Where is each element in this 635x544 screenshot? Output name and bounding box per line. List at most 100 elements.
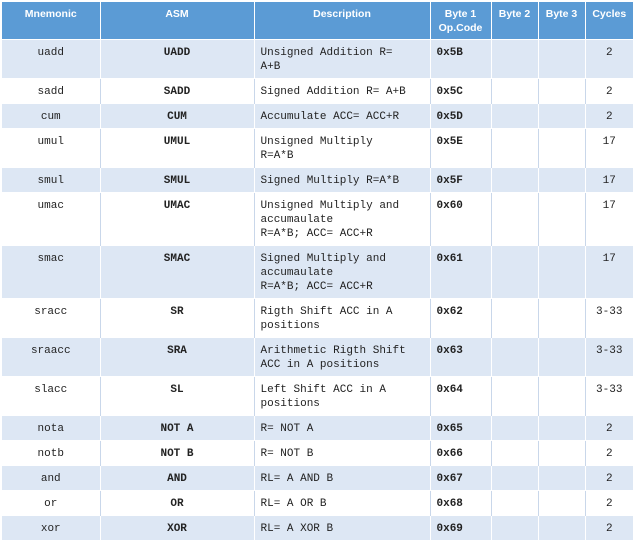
cell-byte3 bbox=[538, 515, 586, 540]
description-line: Arithmetic Rigth Shift bbox=[260, 345, 406, 357]
cell-description: Signed Multiply R=A*B bbox=[254, 167, 431, 193]
cell-byte3 bbox=[538, 440, 586, 466]
cell-cycles: 17 bbox=[585, 128, 633, 168]
cell-cycles: 3-33 bbox=[585, 298, 633, 338]
description-line: positions bbox=[260, 398, 320, 410]
cell-mnemonic: and bbox=[2, 465, 101, 491]
cell-byte1-opcode: 0x69 bbox=[430, 515, 492, 540]
cell-byte2 bbox=[491, 490, 539, 516]
description-line: positions bbox=[260, 320, 320, 332]
description-line: R=A*B bbox=[260, 150, 294, 162]
header-byte2: Byte 2 bbox=[491, 2, 539, 40]
cell-mnemonic: sraacc bbox=[2, 337, 101, 377]
cell-description: RL= A AND B bbox=[254, 465, 431, 491]
cell-cycles: 3-33 bbox=[585, 376, 633, 416]
cell-byte2 bbox=[491, 465, 539, 491]
cell-mnemonic: umul bbox=[2, 128, 101, 168]
table-row: smac SMAC Signed Multiply and accumaulate R=… bbox=[2, 245, 633, 299]
description-line: accumaulate bbox=[260, 214, 334, 226]
description-line: ACC in A positions bbox=[260, 359, 380, 371]
description-line: Signed Multiply R=A*B bbox=[260, 175, 400, 187]
description-line: R= NOT B bbox=[260, 448, 314, 460]
cell-cycles: 2 bbox=[585, 440, 633, 466]
cell-asm: SADD bbox=[100, 78, 255, 104]
cell-description: Left Shift ACC in A positions bbox=[254, 376, 431, 416]
table-row: notb NOT B R= NOT B 0x66 2 bbox=[2, 440, 633, 466]
cell-asm: UMUL bbox=[100, 128, 255, 168]
cell-description: Unsigned Addition R= A+B bbox=[254, 39, 431, 79]
cell-description: Signed Addition R= A+B bbox=[254, 78, 431, 104]
description-line: RL= A XOR B bbox=[260, 523, 334, 535]
cell-byte2 bbox=[491, 440, 539, 466]
cell-byte1-opcode: 0x62 bbox=[430, 298, 492, 338]
cell-description: Accumulate ACC= ACC+R bbox=[254, 103, 431, 129]
cell-byte2 bbox=[491, 515, 539, 540]
cell-byte3 bbox=[538, 128, 586, 168]
cell-asm: UADD bbox=[100, 39, 255, 79]
header-byte3: Byte 3 bbox=[538, 2, 586, 40]
description-line: A+B bbox=[260, 61, 281, 73]
cell-byte2 bbox=[491, 298, 539, 338]
cell-mnemonic: sracc bbox=[2, 298, 101, 338]
cell-byte3 bbox=[538, 78, 586, 104]
table-row: cum CUM Accumulate ACC= ACC+R 0x5D 2 bbox=[2, 103, 633, 129]
table-row: sadd SADD Signed Addition R= A+B 0x5C 2 bbox=[2, 78, 633, 104]
description-line: Accumulate ACC= ACC+R bbox=[260, 111, 400, 123]
description-line: RL= A AND B bbox=[260, 473, 334, 485]
cell-mnemonic: smul bbox=[2, 167, 101, 193]
table-row: uadd UADD Unsigned Addition R= A+B 0x5B 2 bbox=[2, 39, 633, 79]
cell-byte1-opcode: 0x63 bbox=[430, 337, 492, 377]
cell-cycles: 2 bbox=[585, 515, 633, 540]
cell-byte1-opcode: 0x5B bbox=[430, 39, 492, 79]
cell-description: Arithmetic Rigth Shift ACC in A positions bbox=[254, 337, 431, 377]
cell-asm: AND bbox=[100, 465, 255, 491]
cell-byte1-opcode: 0x66 bbox=[430, 440, 492, 466]
description-line: R=A*B; ACC= ACC+R bbox=[260, 228, 373, 240]
header-asm: ASM bbox=[100, 2, 255, 40]
cell-byte2 bbox=[491, 245, 539, 299]
cell-asm: SR bbox=[100, 298, 255, 338]
cell-byte3 bbox=[538, 376, 586, 416]
cell-asm: SRA bbox=[100, 337, 255, 377]
cell-byte3 bbox=[538, 245, 586, 299]
cell-byte3 bbox=[538, 415, 586, 441]
cell-cycles: 17 bbox=[585, 245, 633, 299]
description-line: Unsigned Addition R= bbox=[260, 47, 393, 59]
description-line: RL= A OR B bbox=[260, 498, 327, 510]
cell-cycles: 2 bbox=[585, 415, 633, 441]
cell-description: Rigth Shift ACC in A positions bbox=[254, 298, 431, 338]
header-description: Description bbox=[254, 2, 431, 40]
cell-byte2 bbox=[491, 103, 539, 129]
cell-byte2 bbox=[491, 376, 539, 416]
cell-byte2 bbox=[491, 167, 539, 193]
header-byte1-line2: Op.Code bbox=[438, 22, 483, 34]
cell-byte2 bbox=[491, 337, 539, 377]
cell-byte1-opcode: 0x64 bbox=[430, 376, 492, 416]
cell-mnemonic: cum bbox=[2, 103, 101, 129]
table-row: nota NOT A R= NOT A 0x65 2 bbox=[2, 415, 633, 441]
cell-asm: OR bbox=[100, 490, 255, 516]
cell-description: R= NOT A bbox=[254, 415, 431, 441]
cell-byte1-opcode: 0x61 bbox=[430, 245, 492, 299]
cell-mnemonic: or bbox=[2, 490, 101, 516]
cell-byte3 bbox=[538, 103, 586, 129]
cell-asm: SL bbox=[100, 376, 255, 416]
cell-byte2 bbox=[491, 39, 539, 79]
cell-byte3 bbox=[538, 465, 586, 491]
cell-byte1-opcode: 0x67 bbox=[430, 465, 492, 491]
cell-cycles: 17 bbox=[585, 192, 633, 246]
cell-mnemonic: smac bbox=[2, 245, 101, 299]
cell-asm: NOT B bbox=[100, 440, 255, 466]
cell-asm: SMAC bbox=[100, 245, 255, 299]
cell-mnemonic: notb bbox=[2, 440, 101, 466]
cell-byte1-opcode: 0x5E bbox=[430, 128, 492, 168]
cell-description: Signed Multiply and accumaulate R=A*B; ACC… bbox=[254, 245, 431, 299]
cell-mnemonic: sadd bbox=[2, 78, 101, 104]
table-row: slacc SL Left Shift ACC in A positions 0x64 3… bbox=[2, 376, 633, 416]
description-line: accumaulate bbox=[260, 267, 334, 279]
table-row: and AND RL= A AND B 0x67 2 bbox=[2, 465, 633, 491]
description-line: Signed Addition R= A+B bbox=[260, 86, 406, 98]
table-row: xor XOR RL= A XOR B 0x69 2 bbox=[2, 515, 633, 540]
cell-mnemonic: slacc bbox=[2, 376, 101, 416]
cell-mnemonic: xor bbox=[2, 515, 101, 540]
